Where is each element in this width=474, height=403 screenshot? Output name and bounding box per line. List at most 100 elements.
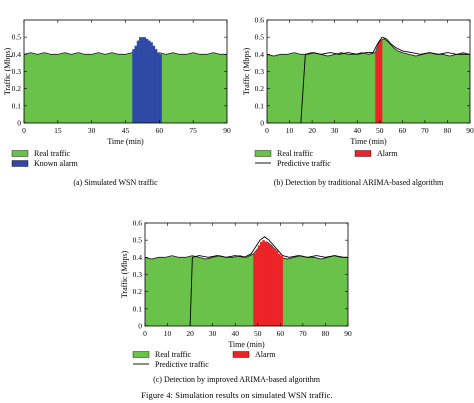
known-alarm-bar bbox=[150, 42, 153, 123]
x-tick-label: 0 bbox=[265, 126, 269, 135]
x-tick-label: 75 bbox=[189, 126, 197, 135]
known-alarm-bar bbox=[152, 45, 156, 123]
subfigure-caption: (a) Simulated WSN traffic bbox=[73, 178, 158, 187]
legend: Real traffic Alarm Predictive traffic bbox=[254, 149, 398, 168]
known-alarm-bar bbox=[157, 52, 160, 123]
predictive-traffic-line bbox=[189, 236, 348, 327]
known-alarm-bar bbox=[132, 49, 135, 123]
x-tick-label: 60 bbox=[277, 329, 285, 338]
x-tick-label: 20 bbox=[308, 126, 316, 135]
real-traffic-area bbox=[24, 52, 227, 123]
figure-caption: Figure 4: Simulation results on simulate… bbox=[141, 390, 333, 400]
alarm-bar bbox=[253, 253, 256, 326]
y-tick-label: 0.6 bbox=[133, 219, 143, 228]
x-tick-label: 90 bbox=[466, 126, 474, 135]
x-tick-label: 90 bbox=[223, 126, 231, 135]
x-tick-label: 0 bbox=[22, 126, 26, 135]
legend-swatch-alarm bbox=[232, 351, 250, 358]
x-tick-label: 30 bbox=[209, 329, 217, 338]
alarm-bar bbox=[269, 245, 272, 326]
alarm-bar bbox=[375, 50, 378, 123]
known-alarm-bar bbox=[134, 45, 138, 123]
y-axis-label: Traffic (Mbps) bbox=[120, 251, 129, 299]
alarm-bar bbox=[275, 250, 279, 326]
x-tick-label: 20 bbox=[186, 329, 194, 338]
y-axis-label: Traffic (Mbps) bbox=[3, 48, 12, 96]
y-tick-label: 0 bbox=[260, 119, 264, 128]
y-tick-label: 0.2 bbox=[255, 84, 265, 93]
alarm-bar bbox=[377, 44, 381, 123]
x-axis-label: Time (min) bbox=[107, 137, 144, 146]
known-alarm-bar bbox=[141, 37, 144, 123]
x-axis-label: Time (min) bbox=[228, 340, 265, 349]
x-tick-label: 50 bbox=[376, 126, 384, 135]
alarm-bar bbox=[262, 240, 265, 326]
x-axis-label: Time (min) bbox=[350, 137, 387, 146]
alarm-bar bbox=[273, 248, 277, 326]
y-tick-label: 0.4 bbox=[12, 50, 22, 59]
alarm-bar bbox=[257, 245, 261, 326]
x-tick-label: 90 bbox=[344, 329, 352, 338]
legend-label-real: Real traffic bbox=[277, 149, 314, 158]
chart-b: 0 10 20 30 40 50 60 70 80 90 0 0.1 0.2 0.3 0.4 0.5 0.6 Ti… bbox=[242, 16, 474, 188]
x-tick-label: 60 bbox=[156, 126, 164, 135]
known-alarm-bar bbox=[159, 54, 162, 124]
alarm-bar bbox=[266, 243, 270, 326]
x-tick-label: 80 bbox=[322, 329, 330, 338]
legend-swatch-real bbox=[254, 150, 272, 157]
predictive-traffic-line bbox=[300, 36, 470, 124]
chart-c: 0 10 20 30 40 50 60 70 80 90 0 0.1 0.2 0.3 0.4 0.5 0.6 Ti… bbox=[120, 219, 352, 385]
legend-label-real: Real traffic bbox=[155, 350, 192, 359]
y-tick-label: 0.2 bbox=[12, 84, 22, 93]
real-traffic-line bbox=[266, 38, 471, 57]
subfigure-caption: (c) Detection by improved ARIMA-based al… bbox=[153, 375, 321, 384]
alarm-bar bbox=[255, 250, 259, 326]
alarm-bar bbox=[379, 40, 383, 123]
legend-swatch-known-alarm bbox=[11, 160, 29, 167]
y-tick-label: 0.4 bbox=[133, 253, 143, 262]
legend-label-alarm: Alarm bbox=[377, 149, 398, 158]
legend-label-known-alarm: Known alarm bbox=[34, 159, 79, 168]
legend-swatch-real bbox=[11, 150, 29, 157]
y-tick-label: 0.1 bbox=[12, 101, 22, 110]
y-tick-label: 0.1 bbox=[133, 304, 143, 313]
x-tick-label: 80 bbox=[444, 126, 452, 135]
known-alarm-bar bbox=[139, 37, 142, 123]
x-tick-label: 10 bbox=[286, 126, 294, 135]
x-tick-label: 10 bbox=[164, 329, 172, 338]
y-tick-label: 0.2 bbox=[133, 287, 143, 296]
alarm-bar bbox=[260, 241, 263, 326]
x-tick-label: 15 bbox=[54, 126, 62, 135]
x-tick-label: 50 bbox=[254, 329, 262, 338]
chart-a: 0 15 30 45 60 75 90 0 0.1 0.2 0.3 0.4 0.5 Time (min) T… bbox=[3, 19, 231, 187]
x-tick-label: 40 bbox=[231, 329, 239, 338]
known-alarm-bar bbox=[148, 40, 151, 123]
real-traffic-area bbox=[267, 38, 470, 124]
legend-swatch-alarm bbox=[354, 150, 372, 157]
alarm-bar bbox=[278, 253, 281, 326]
y-tick-label: 0.3 bbox=[133, 270, 143, 279]
y-tick-label: 0.5 bbox=[255, 33, 265, 42]
x-tick-label: 40 bbox=[353, 126, 361, 135]
legend-label-predictive: Predictive traffic bbox=[155, 360, 209, 369]
subfigure-caption: (b) Detection by traditional ARIMA-based… bbox=[274, 178, 444, 187]
known-alarm-bar bbox=[143, 37, 147, 123]
y-tick-label: 0.6 bbox=[255, 16, 265, 25]
known-alarm-bar bbox=[136, 40, 140, 123]
y-tick-label: 0.3 bbox=[255, 67, 265, 76]
y-tick-label: 0.4 bbox=[255, 50, 265, 59]
y-tick-label: 0 bbox=[138, 322, 142, 331]
x-tick-label: 30 bbox=[331, 126, 339, 135]
alarm-bar bbox=[280, 255, 283, 326]
alarm-bar bbox=[264, 241, 268, 326]
x-tick-label: 0 bbox=[143, 329, 147, 338]
y-tick-label: 0.3 bbox=[12, 67, 22, 76]
x-tick-label: 30 bbox=[88, 126, 96, 135]
y-axis-label: Traffic (Mbps) bbox=[242, 48, 251, 96]
known-alarm-bar bbox=[154, 49, 158, 123]
legend-label-alarm: Alarm bbox=[255, 350, 276, 359]
x-tick-label: 70 bbox=[421, 126, 429, 135]
x-tick-label: 70 bbox=[299, 329, 307, 338]
